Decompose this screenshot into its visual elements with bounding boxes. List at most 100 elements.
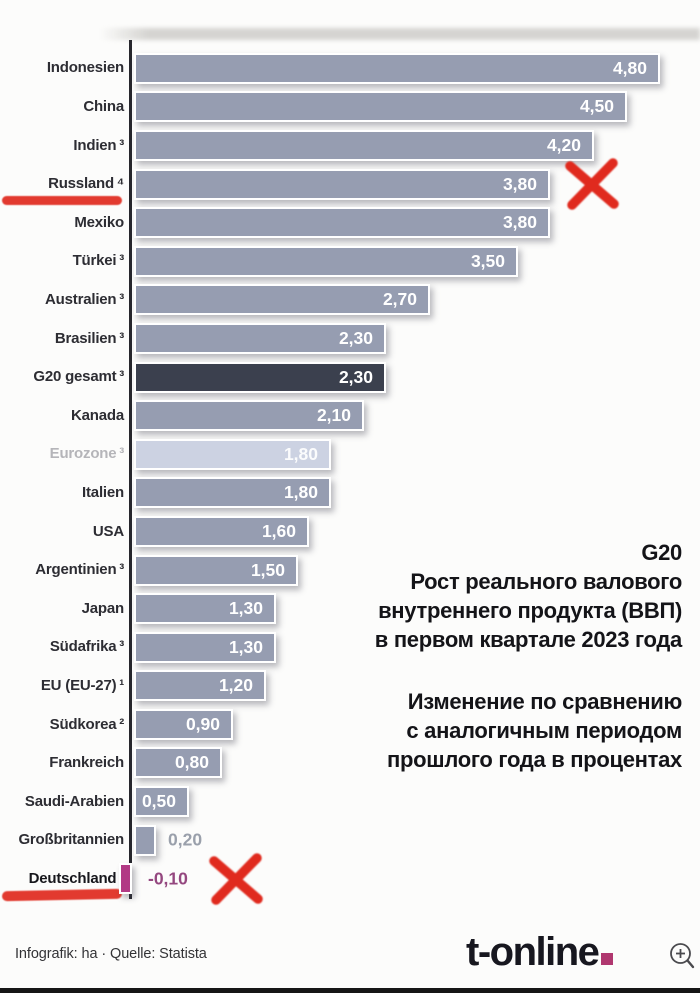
bar: 1,80 [134,477,331,509]
category-label: Japan [81,599,125,617]
chart-row: Japan 1,30 [0,589,700,628]
bar-track: 1,80 [134,477,700,509]
annotation-subtitle-line: с аналогичным периодом [406,718,682,743]
chart-row: Argentinien ³ 1,50 [0,551,700,590]
value-label: 1,80 [283,443,318,464]
bar-track: 0,80 [134,747,700,779]
value-label: 1,20 [218,675,253,696]
value-label: 1,30 [228,598,263,619]
bar: 2,70 [134,284,430,316]
bar: 4,50 [134,91,627,123]
chart-annotation: G20 Рост реального валового внутреннего … [282,538,683,774]
category-label: Australien ³ [45,290,124,308]
value-label: 0,20 [168,829,203,850]
red-x-mark-icon [564,158,620,210]
annotation-subtitle-line: прошлого года в процентах [387,747,682,772]
value-label: 4,50 [579,96,614,117]
bar-track: 3,80 [134,207,700,239]
chart-row: Kanada 2,10 [0,396,700,435]
category-label: G20 gesamt ³ [33,368,124,386]
bar-track: 2,10 [134,400,700,432]
bar: 1,80 [134,438,331,470]
value-label: 3,50 [470,250,505,271]
bar: 0,50 [134,786,189,818]
value-label: 2,70 [382,289,417,310]
bar: 0,90 [134,708,233,740]
chart-row: Mexiko 3,80 [0,203,700,242]
annotation-title-line: G20 [641,540,682,565]
source-credit: Infografik: ha · Quelle: Statista [15,946,207,962]
category-label: Kanada [71,406,124,424]
chart-row: Eurozone ³ 1,80 [0,435,700,474]
annotation-subtitle-line: Изменение по сравнению [407,689,683,714]
bar-track: 0,50 [134,786,700,818]
t-online-logo: t-online [466,930,614,975]
bar-track: 1,60 [134,515,700,547]
screenshot-bottom-edge [0,988,700,993]
value-label: 3,80 [502,173,537,194]
value-label: 3,80 [502,212,537,233]
bar: 0,80 [134,747,222,779]
category-label: Türkei ³ [72,252,125,270]
chart-row: Australien ³ 2,70 [0,281,700,320]
chart-row: USA 1,60 [0,512,700,551]
bar: 2,10 [134,400,364,432]
annotation-title-line: Рост реального валового [410,569,682,594]
bar: 2,30 [134,322,386,354]
category-label: USA [92,522,124,540]
bar: 3,80 [134,168,550,200]
bar: 1,30 [134,631,276,663]
bar-track: 4,20 [134,129,700,161]
bar: 4,20 [134,129,594,161]
bar-track: 4,50 [134,91,700,123]
bar-track: -0,10 [119,853,700,905]
bar-track: 2,70 [134,284,700,316]
category-label: Italien [82,483,124,501]
bar-track: 1,30 [134,631,700,663]
bar: 3,80 [134,207,550,239]
red-underline-marker [1,888,123,901]
chart-row: Russland ⁴ 3,80 [0,158,700,210]
value-label: 0,90 [185,713,220,734]
value-label: 1,30 [228,636,263,657]
bar: 1,30 [134,593,276,625]
chart-row: Italien 1,80 [0,474,700,513]
category-label: Argentinien ³ [35,561,124,579]
category-label: Großbritannien [18,831,124,849]
value-label: 2,30 [338,366,373,387]
chart-baseline-axis [129,40,132,899]
bar-track: 1,20 [134,670,700,702]
bar: 1,20 [134,670,266,702]
bar-track: 1,80 [134,438,700,470]
zoom-in-icon[interactable] [668,941,696,971]
bar-track: 3,50 [134,245,700,277]
value-label: 0,50 [141,791,176,812]
category-label: China [83,98,124,116]
chart-row: Großbritannien 0,20 [0,821,700,860]
chart-row: G20 gesamt ³ 2,30 [0,358,700,397]
bar-track: 2,30 [134,361,700,393]
category-label: Frankreich [49,754,124,772]
chart-row: Südafrika ³ 1,30 [0,628,700,667]
bar-track: 2,30 [134,322,700,354]
value-label: 1,80 [283,482,318,503]
cropped-bar-sliver [100,28,700,40]
category-label: Russland ⁴ [0,176,124,205]
value-label: 2,30 [338,327,373,348]
category-label: Brasilien ³ [54,329,124,347]
bar: 2,30 [134,361,386,393]
bar-track: 1,30 [134,593,700,625]
category-label: Indonesien [46,59,124,77]
bar-track: 4,80 [134,52,700,84]
chart-row: Indonesien 4,80 [0,49,700,88]
bar: 4,80 [134,52,660,84]
category-label: EU (EU-27) ¹ [40,676,124,694]
red-x-mark-icon [208,853,264,905]
bar [134,824,156,856]
chart-row: EU (EU-27) ¹ 1,20 [0,667,700,706]
chart-row: Indien ³ 4,20 [0,126,700,165]
category-label: Saudi-Arabien [24,792,124,810]
value-label: -0,10 [148,868,188,889]
chart-row: Frankreich 0,80 [0,744,700,783]
